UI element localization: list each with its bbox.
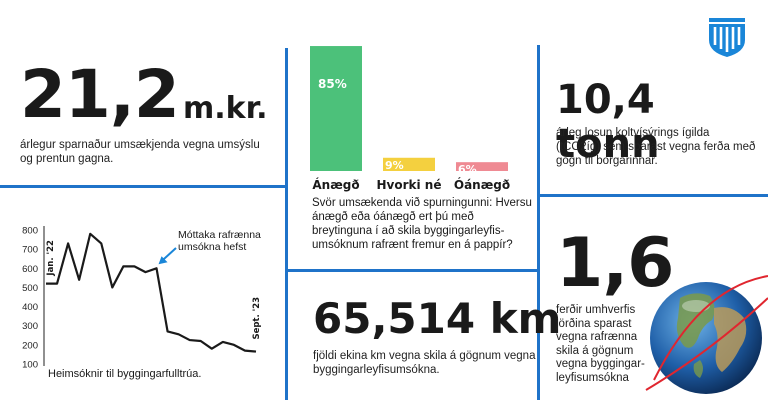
- distance-value: 65,514 km: [313, 294, 562, 343]
- distance-description: fjöldi ekina km vegna skila á gögnum veg…: [313, 350, 536, 376]
- bar-value-label-1: 85%: [318, 77, 347, 91]
- bar-1: [310, 46, 362, 171]
- divider-center-left-vertical: [285, 48, 288, 400]
- bar-2: [383, 157, 435, 171]
- y-tick-label-700: 700: [22, 245, 38, 256]
- trips-value: 1,6: [556, 224, 674, 303]
- emissions-description: árleg losun koltvísýrings ígilda (tCO2íg…: [556, 127, 756, 167]
- divider-center-horizontal: [285, 269, 537, 272]
- satisfaction-bar-chart: 85% Ánægð 9% Hvorki né 6%Óánægð: [310, 46, 510, 192]
- y-tick-label-400: 400: [22, 302, 38, 313]
- bar-value-label-3: 6%: [458, 163, 477, 176]
- y-tick-label-800: 800: [22, 226, 38, 237]
- bar-category-label-3: Óánægð: [454, 177, 510, 192]
- annotation-end: Sept. '23: [252, 297, 262, 340]
- savings-unit: m.kr.: [183, 91, 268, 126]
- annotation-arrow-head: [158, 256, 168, 265]
- y-tick-label-300: 300: [22, 321, 38, 332]
- bar-3: [456, 162, 508, 171]
- divider-left-horizontal: [0, 185, 285, 188]
- emissions-value: 10,4 tonn: [556, 77, 660, 167]
- bar-category-label-1: Ánægð: [312, 177, 359, 192]
- annotation-event: Móttaka rafrænna umsókna hefst: [178, 229, 261, 253]
- savings-value: 21,2: [20, 56, 180, 133]
- y-tick-label-600: 600: [22, 264, 38, 275]
- y-tick-label-500: 500: [22, 283, 38, 294]
- reykjavik-crest-icon: [709, 18, 745, 57]
- bar-value-label-2: 9%: [385, 159, 404, 172]
- annotation-start: Jan. '22: [46, 240, 56, 277]
- bar-category-label-2: Hvorki né: [377, 178, 442, 192]
- visits-line-chart: 100 200 300 400 500 600 700 800 Jan. '22 Sept. '2…: [22, 226, 262, 371]
- visits-series-line: [46, 232, 257, 353]
- divider-right-horizontal: [537, 194, 768, 197]
- y-tick-label-100: 100: [22, 360, 38, 371]
- earth-globe-icon: [645, 275, 768, 394]
- trips-description: ferðir umhverfis jörðina sparast vegna r…: [556, 304, 645, 384]
- visits-chart-caption: Heimsóknir til byggingarfulltrúa.: [48, 368, 202, 380]
- y-tick-label-200: 200: [22, 340, 38, 351]
- savings-description: árlegur sparnaður umsækjenda vegna umsýs…: [20, 139, 260, 165]
- survey-question: Svör umsækenda við spurningunni: Hversu …: [312, 197, 532, 251]
- annotation-arrow-shaft: [161, 247, 177, 262]
- divider-center-right-vertical: [537, 45, 540, 400]
